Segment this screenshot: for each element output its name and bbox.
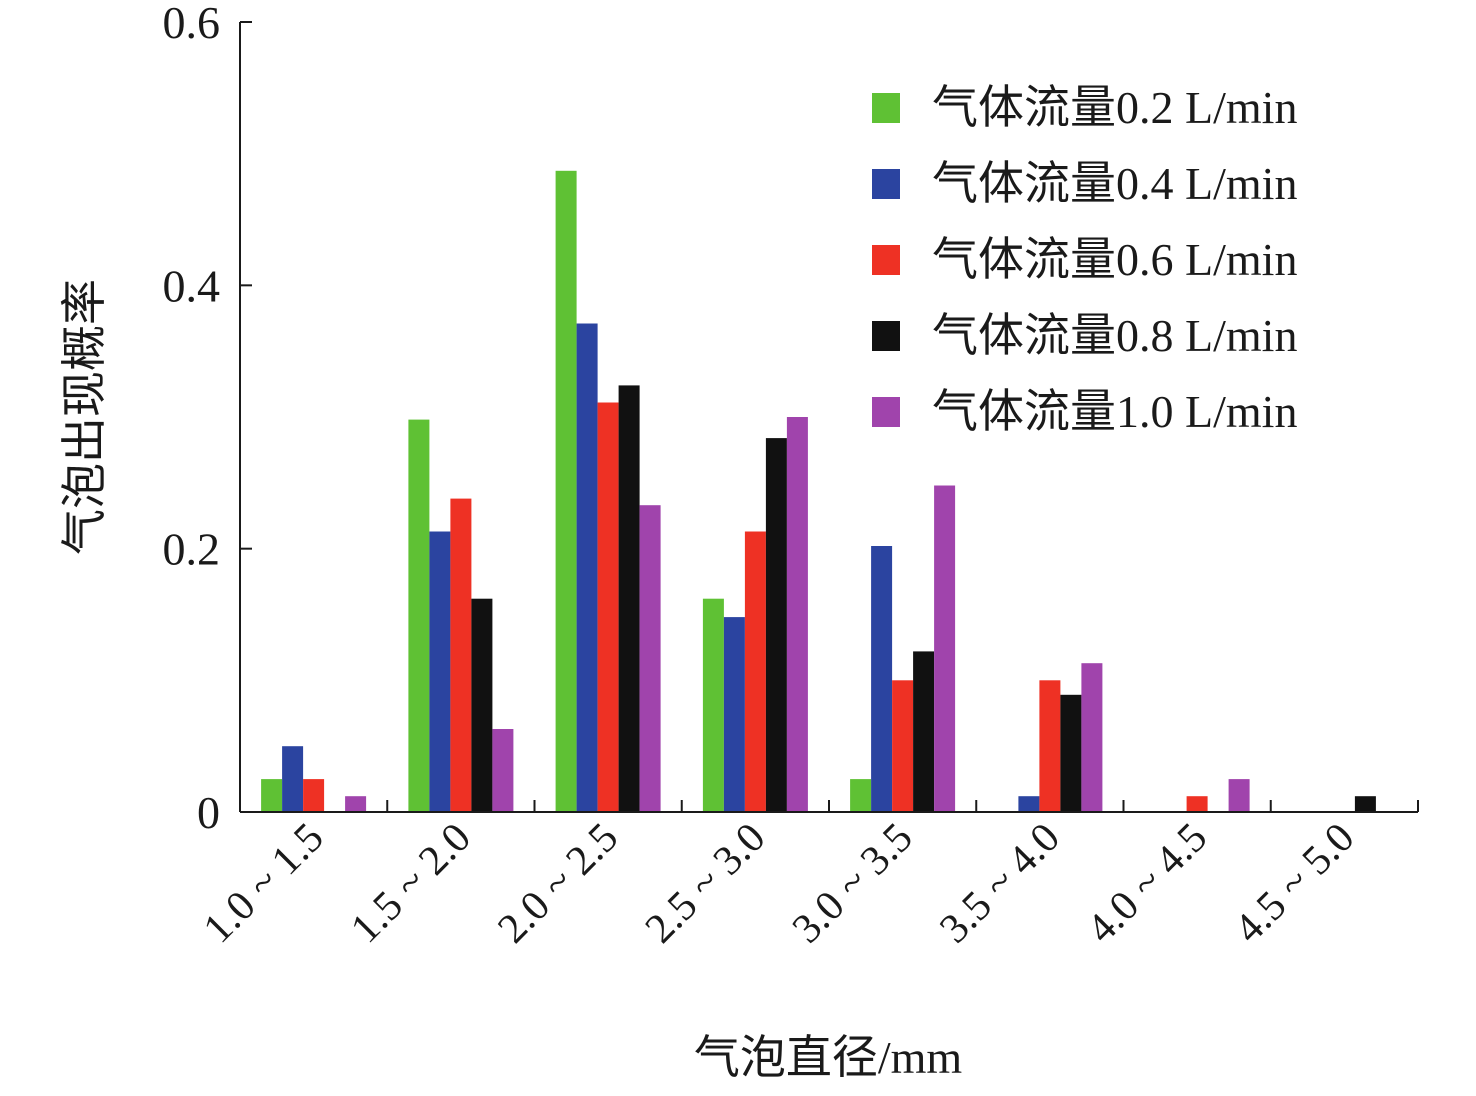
legend-label: 气体流量0.4 L/min [932,158,1297,209]
y-axis-label: 气泡出现概率 [59,279,110,555]
legend-swatch [872,245,900,275]
legend-swatch [872,321,900,351]
legend: 气体流量0.2 L/min 气体流量0.4 L/min 气体流量0.6 L/min 气… [872,82,1297,437]
bar-series-5-cat-5 [934,485,956,812]
bar-series-5-cat-4 [786,417,808,812]
x-axis-label: 气泡直径/mm [694,1032,963,1083]
y-ticks: 0 0.2 0.4 0.6 [163,0,252,838]
legend-label: 气体流量1.0 L/min [932,386,1297,437]
y-tick-label: 0.4 [163,260,221,311]
bar-series-3-cat-3 [597,402,619,812]
legend-swatch [872,397,900,427]
bar-series-2-cat-1 [282,746,304,812]
x-tick-label: 2.5 ~ 3.0 [637,815,775,953]
y-tick-label: 0.6 [163,0,221,48]
bar-series-5-cat-2 [492,729,514,812]
bar-series-1-cat-5 [850,779,872,812]
bar-series-5-cat-3 [639,505,661,812]
bar-series-2-cat-2 [429,531,451,812]
bar-series-2-cat-3 [576,323,598,812]
bar-series-4-cat-6 [1060,694,1082,812]
bar-series-3-cat-6 [1039,680,1061,812]
legend-swatch [872,169,900,199]
bar-series-1-cat-4 [702,598,724,812]
bar-series-3-cat-1 [303,779,325,812]
x-tick-label: 3.0 ~ 3.5 [784,815,922,953]
x-tick-label: 3.5 ~ 4.0 [931,815,1069,953]
x-tick-label: 4.5 ~ 5.0 [1226,815,1364,953]
bar-series-4-cat-3 [618,385,640,812]
bar-series-4-cat-2 [471,598,493,812]
legend-label: 气体流量0.8 L/min [932,310,1297,361]
x-ticks: 1.0 ~ 1.5 1.5 ~ 2.0 2.0 ~ 2.5 2.5 ~ 3.0 3.0 … [195,800,1419,953]
legend-label: 气体流量0.2 L/min [932,82,1297,133]
bar-series-2-cat-4 [723,617,745,812]
legend-swatch [872,93,900,123]
x-tick-label: 2.0 ~ 2.5 [489,815,627,953]
y-tick-label: 0 [197,787,220,838]
bar-series-1-cat-1 [261,779,283,812]
bar-series-5-cat-7 [1228,779,1250,812]
bar-series-5-cat-6 [1081,663,1103,812]
bar-series-3-cat-4 [744,531,766,812]
bar-series-2-cat-6 [1018,796,1040,812]
bar-series-2-cat-5 [871,546,893,812]
legend-label: 气体流量0.6 L/min [932,234,1297,285]
bar-series-1-cat-3 [555,170,577,813]
bar-series-5-cat-1 [345,796,367,812]
bar-series-4-cat-8 [1354,796,1376,812]
y-tick-label: 0.2 [163,524,221,575]
bar-series-3-cat-5 [892,680,914,812]
bars-layer [261,170,1376,813]
bar-series-3-cat-2 [450,498,472,812]
bar-series-1-cat-2 [408,419,430,812]
bar-series-4-cat-4 [765,438,787,812]
x-tick-label: 4.0 ~ 4.5 [1078,815,1216,953]
bar-series-4-cat-5 [913,651,935,812]
bar-series-3-cat-7 [1186,796,1208,812]
x-tick-label: 1.5 ~ 2.0 [342,815,480,953]
